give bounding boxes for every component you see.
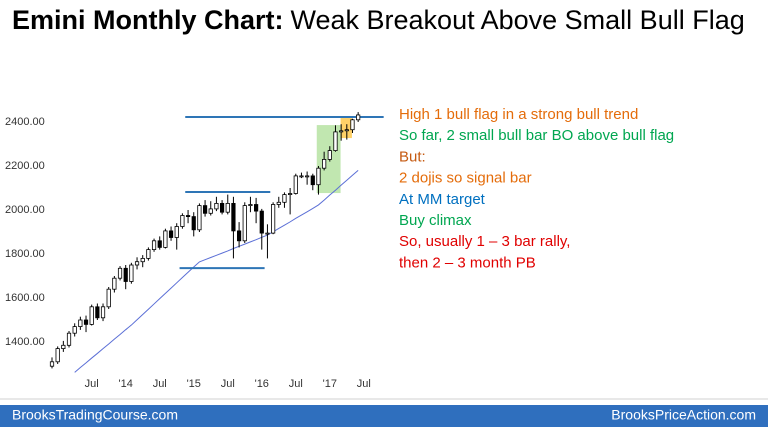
candle-body — [55, 348, 60, 363]
candle-body — [310, 175, 315, 186]
highlight-box — [340, 118, 352, 139]
annotation: But: — [399, 148, 426, 165]
candle-body — [78, 319, 83, 327]
candle-body — [140, 257, 145, 263]
candle-body — [259, 210, 264, 234]
candle-body — [202, 205, 208, 214]
footer-right: BrooksPriceAction.com — [611, 407, 756, 423]
candle-body — [276, 201, 281, 205]
candle-body — [157, 240, 162, 248]
y-tick-label: 1600.00 — [5, 292, 45, 304]
candle-body — [117, 267, 123, 279]
candle-body — [236, 230, 242, 242]
candle-body — [134, 261, 140, 266]
candle-body — [89, 306, 94, 325]
candle-body — [163, 230, 168, 248]
candle-body — [49, 361, 55, 367]
candle-body — [185, 215, 191, 217]
candle-body — [299, 175, 304, 178]
candle-body — [72, 326, 77, 334]
x-tick-label: Jul — [153, 378, 167, 390]
candle-body — [225, 202, 230, 213]
candle-body — [146, 249, 151, 259]
annotation: Buy climax — [399, 212, 472, 229]
candle-body — [83, 319, 89, 325]
candle-body — [231, 202, 236, 232]
candle-body — [333, 131, 338, 151]
annotation: So far, 2 small bull bar BO above bull f… — [399, 127, 674, 144]
candle-body — [168, 230, 174, 238]
candle-body — [129, 264, 134, 282]
title-lead: Emini Monthly Chart: — [12, 5, 284, 35]
candle-body — [265, 232, 270, 235]
candle-body — [95, 306, 100, 319]
annotation: then 2 – 3 month PB — [399, 254, 536, 271]
y-tick-label: 1800.00 — [5, 248, 45, 260]
candle-body — [322, 158, 327, 169]
candle-body — [282, 194, 287, 203]
candle-body — [254, 204, 259, 212]
x-tick-label: Jul — [357, 378, 371, 390]
candle-body — [219, 202, 225, 213]
candle-body — [197, 205, 202, 231]
candle-body — [66, 332, 72, 346]
candle-body — [214, 202, 219, 210]
x-tick-label: '17 — [323, 378, 337, 390]
candle-body — [174, 226, 179, 238]
annotation: At MM target — [399, 191, 486, 208]
moving-average-line — [74, 170, 359, 373]
candle-body — [293, 175, 298, 194]
candle-body — [339, 130, 344, 133]
x-tick-label: Jul — [289, 378, 303, 390]
chart-title: Emini Monthly Chart: Weak Breakout Above … — [12, 5, 745, 35]
y-tick-label: 2000.00 — [5, 204, 45, 216]
x-tick-label: '15 — [187, 378, 201, 390]
candle-body — [151, 240, 157, 251]
footer-left: BrooksTradingCourse.com — [12, 407, 178, 423]
candle-body — [344, 129, 349, 132]
x-tick-label: '16 — [255, 378, 269, 390]
candle-body — [288, 193, 293, 196]
candle-body — [112, 277, 117, 290]
footer-bar — [0, 405, 768, 427]
annotation: High 1 bull flag in a strong bull trend — [399, 106, 638, 123]
x-tick-label: Jul — [221, 378, 235, 390]
candle-body — [242, 205, 247, 242]
candle-body — [248, 204, 253, 206]
y-tick-label: 1400.00 — [5, 336, 45, 348]
annotation: So, usually 1 – 3 bar rally, — [399, 233, 570, 250]
candle-body — [305, 175, 310, 178]
y-tick-label: 2200.00 — [5, 160, 45, 172]
candle-body — [180, 215, 185, 227]
candle-body — [356, 114, 361, 121]
candle-body — [271, 204, 276, 234]
candle-body — [316, 167, 321, 186]
y-tick-label: 2400.00 — [5, 116, 45, 128]
candle-body — [327, 150, 332, 160]
candle-body — [191, 216, 196, 231]
candle-body — [350, 119, 355, 131]
candle-body — [106, 288, 111, 308]
x-tick-label: '14 — [119, 378, 133, 390]
plot: 1400.00 1600.00 1800.00 2000.00 2200.00 2400.… — [5, 106, 674, 390]
annotation: 2 dojis so signal bar — [399, 170, 532, 187]
candle-body — [100, 306, 106, 319]
candle-body — [61, 344, 66, 349]
candle-body — [123, 267, 128, 282]
title-rest: Weak Breakout Above Small Bull Flag — [291, 5, 745, 35]
x-tick-label: Jul — [85, 378, 99, 390]
candle-body — [208, 208, 213, 214]
